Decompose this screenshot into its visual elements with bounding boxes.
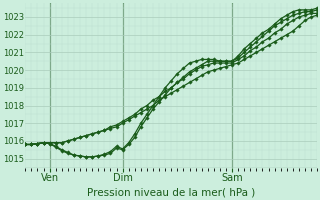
X-axis label: Pression niveau de la mer( hPa ): Pression niveau de la mer( hPa ) [87, 187, 255, 197]
